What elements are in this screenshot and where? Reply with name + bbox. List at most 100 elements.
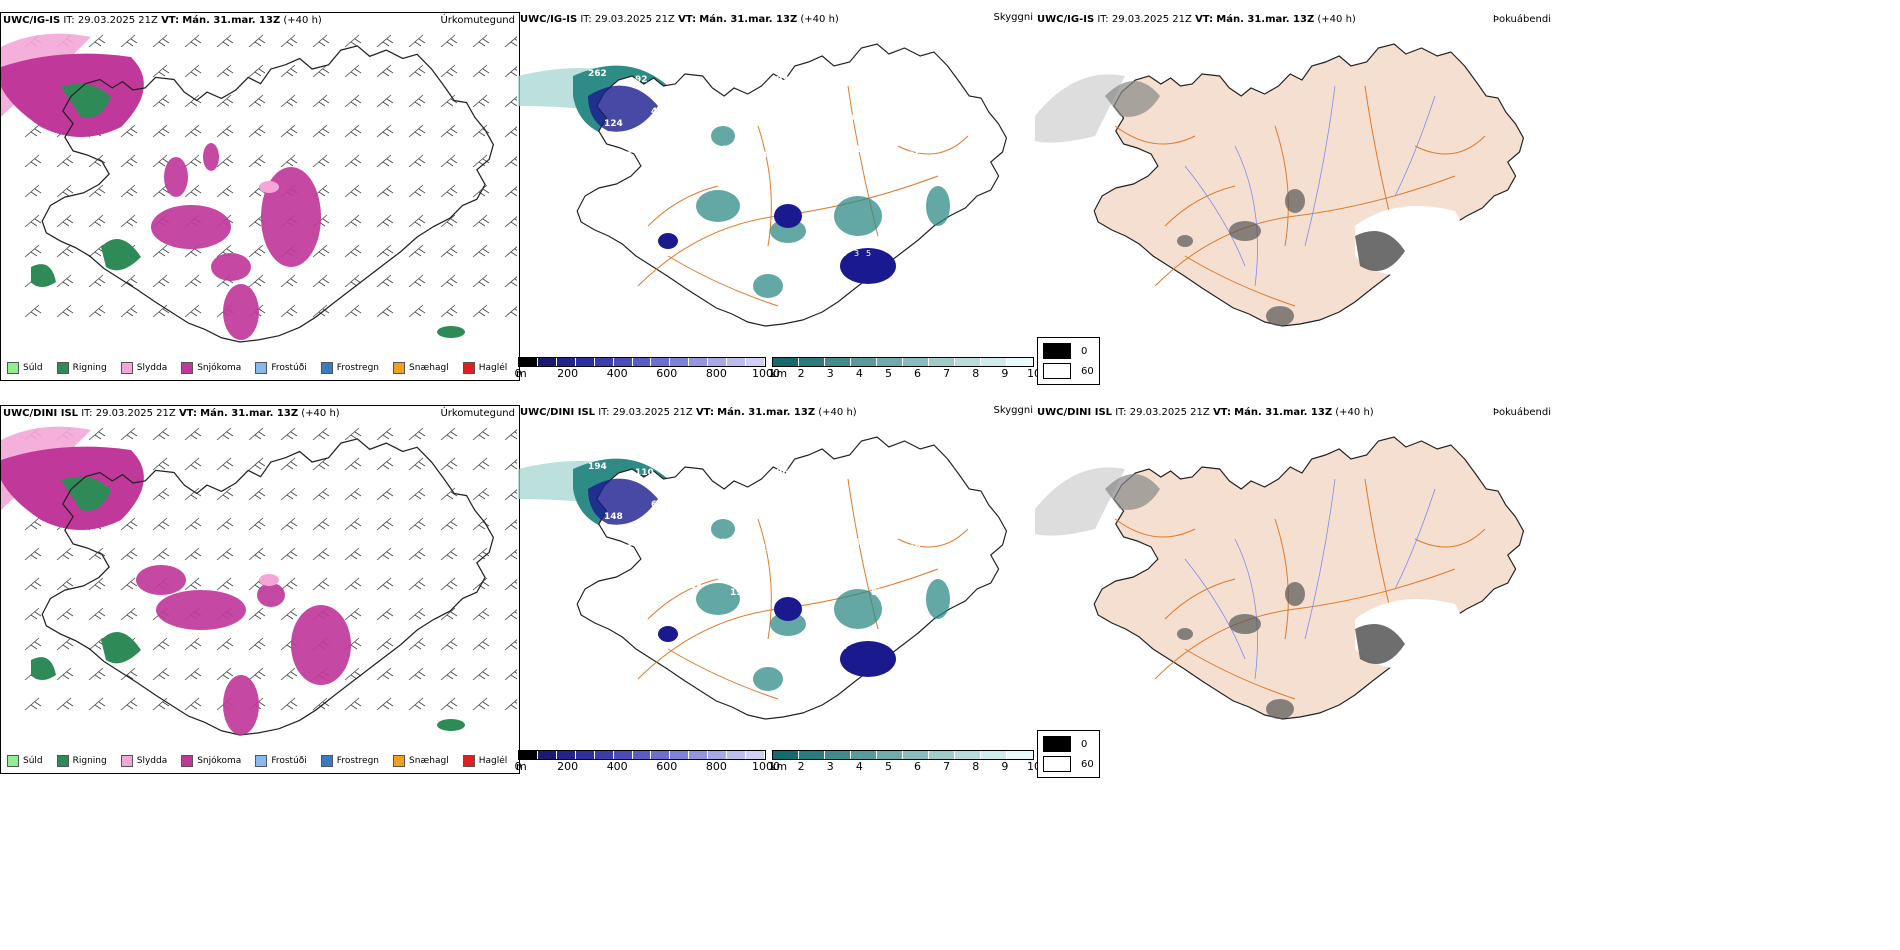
- fog-area: [1177, 628, 1193, 640]
- legend-swatch: [7, 362, 19, 374]
- wind-barb: [248, 94, 266, 108]
- wind-barb: [408, 214, 426, 228]
- legend-label: Haglél: [478, 363, 508, 373]
- wind-barb: [152, 64, 170, 78]
- colorbar-cell: [825, 751, 851, 759]
- vis-area: [711, 519, 735, 539]
- wind-barb: [88, 607, 106, 621]
- wind-barb: [472, 244, 490, 258]
- river: [1304, 85, 1336, 247]
- wind-barb: [152, 697, 170, 711]
- wind-barb: [312, 547, 330, 561]
- wind-barb: [120, 547, 138, 561]
- precip-type-map: [1, 33, 517, 343]
- colorbar-cell: [981, 358, 1007, 366]
- colorbar-tick: 7: [943, 760, 951, 773]
- colorbar-cell: [903, 358, 929, 366]
- wind-barb: [216, 547, 234, 561]
- vt-label: VT:: [161, 15, 180, 26]
- legend-swatch: [320, 755, 333, 767]
- snow-area: [223, 284, 259, 340]
- vt-value: Mán. 31.mar. 13Z: [182, 15, 281, 26]
- legend-label: Súld: [23, 363, 43, 373]
- legend-item: Snjókoma: [181, 362, 241, 374]
- wind-barb: [152, 274, 170, 288]
- colorbar-cell: [651, 358, 671, 366]
- colorbar-cell: [955, 751, 981, 759]
- wind-barb: [312, 34, 330, 48]
- vis-area: [753, 667, 783, 691]
- wind-barb: [216, 577, 234, 591]
- wind-barb: [408, 457, 426, 471]
- cloud-base-label: 32: [761, 151, 774, 161]
- lead-time: (+40 h): [1317, 14, 1356, 25]
- road-network: [637, 478, 969, 700]
- vt-label: VT:: [1212, 407, 1231, 418]
- wind-barb: [504, 609, 517, 621]
- colorbar-cell: [773, 358, 799, 366]
- colorbar-cell: [689, 751, 709, 759]
- wind-barb: [120, 577, 138, 591]
- wind-barb: [344, 517, 362, 531]
- road: [897, 528, 969, 548]
- fog-legend-item: 0: [1043, 341, 1094, 361]
- fog-title: Þokuábendi: [1492, 407, 1551, 418]
- wind-barb: [408, 517, 426, 531]
- sleet-area: [259, 181, 279, 193]
- wind-barb: [504, 699, 517, 711]
- it-label: IT:: [598, 407, 610, 418]
- sleet-area: [259, 574, 279, 586]
- fog-area: [1229, 221, 1261, 241]
- wind-barb: [184, 547, 202, 561]
- cloud-base-label: 140: [682, 81, 701, 91]
- wind-barb: [472, 94, 490, 108]
- wind-barb: [24, 577, 42, 591]
- cloud-base-label: 110: [635, 468, 654, 478]
- legend-swatch: [120, 755, 133, 767]
- it-label: IT:: [81, 408, 93, 419]
- wind-barb: [440, 457, 458, 471]
- cloud-base-label: 148: [604, 512, 623, 522]
- river: [1184, 558, 1246, 660]
- wind-barb: [184, 64, 202, 78]
- cloud-base-label: 152: [792, 500, 811, 510]
- legend-swatch: [462, 755, 475, 767]
- wind-barb: [184, 457, 202, 471]
- wind-barb: [56, 244, 74, 258]
- it-value: 29.03.2025 21Z: [1111, 14, 1192, 25]
- colorbar-tick: 5: [884, 367, 892, 380]
- cloud-base-label: 111: [870, 69, 889, 79]
- legend-item: Haglél: [462, 362, 508, 374]
- wind-barb: [376, 214, 394, 228]
- colorbar-cell: [877, 358, 903, 366]
- cloud-base-label: 33: [636, 576, 649, 586]
- wind-barb: [376, 517, 394, 531]
- wind-barb: [344, 697, 362, 711]
- coastline: [576, 436, 1008, 720]
- legend-label: Frostregn: [336, 756, 380, 766]
- fog-indicator-map: [1035, 43, 1525, 327]
- wind-barb: [408, 487, 426, 501]
- rain-area: [31, 264, 56, 287]
- wind-barb: [440, 607, 458, 621]
- wind-barb: [440, 274, 458, 288]
- legend-swatch: [181, 755, 194, 767]
- cloud-base-label: 148: [902, 544, 921, 554]
- fog-area: [1105, 81, 1160, 117]
- row2-precip-header: UWC/DINI ISL IT: 29.03.2025 21Z VT: Mán.…: [3, 408, 340, 419]
- colorbar-cell: [727, 751, 747, 759]
- cloudbase-colorbar-1: 0 200 400 600 800 1000 m: [515, 357, 780, 381]
- wind-barb: [152, 124, 170, 138]
- wind-barb: [280, 457, 298, 471]
- wind-barb: [184, 304, 202, 318]
- colorbar-tick: 600: [656, 367, 678, 380]
- fog-legend-swatch: [1043, 363, 1071, 379]
- wind-barb: [376, 577, 394, 591]
- fog-legend-swatch: [1043, 736, 1071, 752]
- wind-barb: [440, 64, 458, 78]
- cloud-base-label: 190: [730, 588, 749, 598]
- wind-barb: [472, 547, 490, 561]
- wind-barb: [472, 517, 490, 531]
- wind-barb: [280, 64, 298, 78]
- wind-barb: [408, 34, 426, 48]
